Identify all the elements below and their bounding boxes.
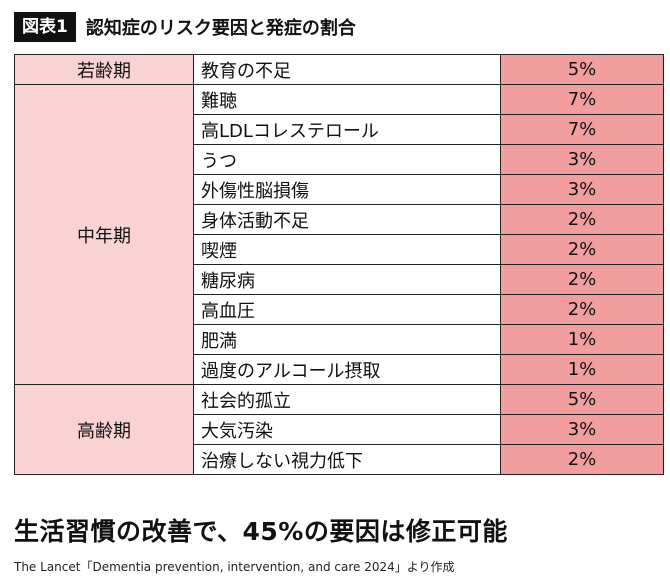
percent-cell: 7%	[500, 84, 664, 115]
risk-factor-cell: 糖尿病	[193, 264, 501, 295]
percent-cell: 2%	[500, 444, 664, 475]
table-row: 高LDLコレステロール 7%	[15, 114, 664, 145]
percent-cell: 3%	[500, 174, 664, 205]
figure-label: 図表1	[14, 12, 76, 42]
table-row: 治療しない視力低下 2%	[15, 444, 664, 475]
risk-factor-cell: 教育の不足	[193, 54, 501, 85]
percent-cell: 7%	[500, 114, 664, 145]
risk-factor-cell: 社会的孤立	[193, 384, 501, 415]
risk-table-body: 若齢期 教育の不足 5% 中年期 難聴 7% 高LDLコレステロール 7% うつ 3% 外傷性脳損傷…	[14, 54, 664, 475]
table-row: 糖尿病 2%	[15, 264, 664, 295]
risk-factor-table: 若齢期 教育の不足 5% 中年期 難聴 7% 高LDLコレステロール 7% うつ 3% 外傷性脳損傷…	[14, 54, 664, 475]
figure-title: 認知症のリスク要因と発症の割合	[85, 18, 356, 39]
table-row: 若齢期 教育の不足 5%	[14, 54, 664, 85]
risk-factor-cell: 過度のアルコール摂取	[193, 354, 501, 385]
age-group-cell: 若齢期	[14, 54, 194, 85]
percent-cell: 1%	[500, 354, 664, 385]
source-note: The Lancet「Dementia prevention, interven…	[14, 560, 455, 574]
table-row: 大気汚染 3%	[15, 414, 664, 445]
table-row: 肥満 1%	[15, 324, 664, 355]
risk-factor-cell: 大気汚染	[193, 414, 501, 445]
risk-factor-cell: 外傷性脳損傷	[193, 174, 501, 205]
risk-factor-cell: うつ	[193, 144, 501, 175]
percent-cell: 5%	[500, 384, 664, 415]
age-group-cell: 中年期	[14, 84, 194, 385]
risk-factor-cell: 肥満	[193, 324, 501, 355]
table-row: 高血圧 2%	[15, 294, 664, 325]
headline: 生活習慣の改善で、45%の要因は修正可能	[14, 517, 508, 546]
percent-cell: 2%	[500, 234, 664, 265]
risk-factor-cell: 身体活動不足	[193, 204, 501, 235]
percent-cell: 3%	[500, 414, 664, 445]
percent-cell: 3%	[500, 144, 664, 175]
percent-cell: 1%	[500, 324, 664, 355]
table-row: 中年期 難聴 7%	[14, 84, 664, 385]
table-row: 喫煙 2%	[15, 234, 664, 265]
risk-factor-cell: 高LDLコレステロール	[193, 114, 501, 145]
risk-factor-cell: 難聴	[193, 84, 501, 115]
age-group-cell: 高齢期	[14, 384, 194, 475]
risk-factor-cell: 高血圧	[193, 294, 501, 325]
risk-factor-cell: 治療しない視力低下	[193, 444, 501, 475]
figure-header: 図表1 認知症のリスク要因と発症の割合	[14, 12, 356, 42]
table-row: 外傷性脳損傷 3%	[15, 174, 664, 205]
percent-cell: 2%	[500, 264, 664, 295]
percent-cell: 5%	[500, 54, 664, 85]
percent-cell: 2%	[500, 294, 664, 325]
table-row: 身体活動不足 2%	[15, 204, 664, 235]
percent-cell: 2%	[500, 204, 664, 235]
table-row: 高齢期 社会的孤立 5%	[14, 384, 664, 475]
risk-factor-cell: 喫煙	[193, 234, 501, 265]
